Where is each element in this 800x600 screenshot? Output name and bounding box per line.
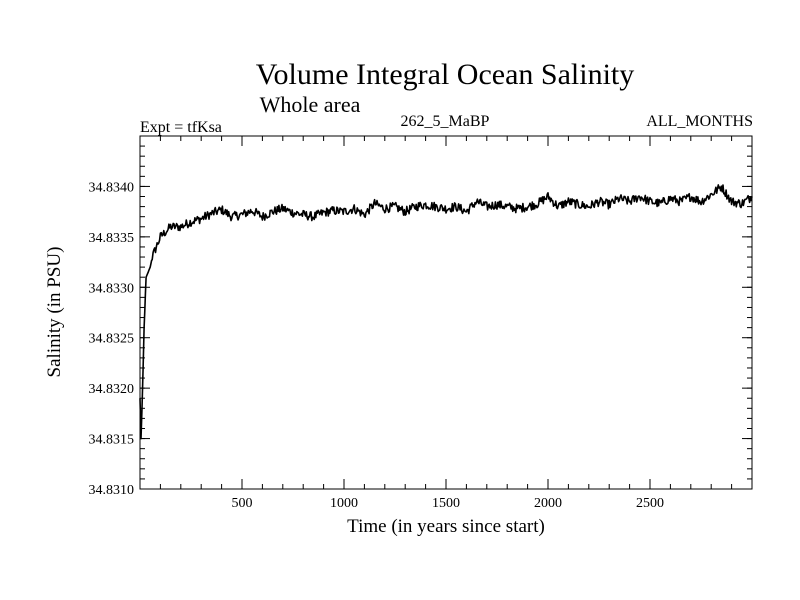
experiment-label: Expt = tfKsa [140, 119, 222, 136]
x-axis-label: Time (in years since start) [347, 516, 545, 537]
y-axis-tick-labels: 34.8310 34.8315 34.8320 34.8325 34.8330 34.83… [89, 180, 135, 498]
y-tick-label: 34.8325 [89, 332, 135, 347]
x-tick-label: 1000 [330, 496, 358, 511]
months-label: ALL_MONTHS [646, 113, 753, 130]
y-tick-label: 34.8340 [89, 180, 135, 195]
plot-frame [139, 135, 753, 490]
chart-title: Volume Integral Ocean Salinity [256, 58, 635, 91]
x-tick-label: 2500 [636, 496, 664, 511]
y-tick-label: 34.8315 [89, 433, 135, 448]
x-tick-label: 500 [232, 496, 253, 511]
salinity-series-line [139, 184, 753, 440]
chart-subtitle: Whole area [260, 92, 361, 117]
x-tick-label: 1500 [432, 496, 460, 511]
x-tick-label: 2000 [534, 496, 562, 511]
period-label: 262_5_MaBP [401, 113, 490, 130]
y-axis-label: Salinity (in PSU) [44, 247, 65, 378]
y-tick-label: 34.8330 [89, 281, 135, 296]
y-tick-label: 34.8310 [89, 483, 135, 498]
x-axis-tick-labels: 500 1000 1500 2000 2500 [232, 496, 665, 511]
y-tick-label: 34.8335 [89, 231, 135, 246]
y-tick-label: 34.8320 [89, 382, 135, 397]
y-axis-ticks [140, 135, 752, 490]
x-axis-ticks [159, 136, 733, 489]
